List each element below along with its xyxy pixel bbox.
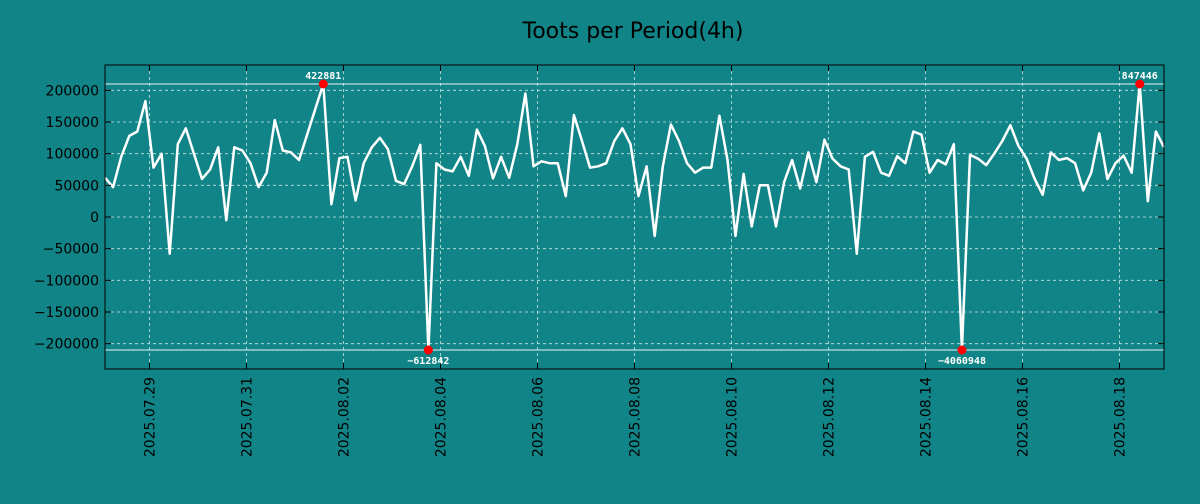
series-layer [104, 82, 1166, 352]
x-tick-label: 2025.08.04 [433, 377, 449, 457]
annotation-marker [957, 345, 967, 355]
annotation-label: −612842 [407, 356, 449, 367]
annotation-labels: 422881 −612842 −4060948 847446 [305, 71, 1158, 367]
chart-title: Toots per Period(4h) [522, 19, 744, 44]
y-tick-label: −100000 [34, 273, 99, 289]
y-tick-label: −200000 [34, 337, 99, 353]
grid [105, 65, 1164, 369]
x-tick-label: 2025.08.02 [336, 377, 352, 457]
x-axis: 2025.07.29 2025.07.31 2025.08.02 2025.08.04… [142, 65, 1129, 457]
x-tick-label: 2025.08.18 [1113, 377, 1129, 457]
x-tick-label: 2025.08.14 [919, 377, 935, 457]
x-tick-label: 2025.08.10 [725, 377, 741, 457]
x-tick-label: 2025.08.08 [628, 377, 644, 457]
annotation-markers [318, 79, 1145, 355]
y-tick-label: −150000 [34, 305, 99, 321]
y-tick-label: 0 [90, 210, 99, 226]
x-tick-label: 2025.08.16 [1016, 377, 1032, 457]
x-tick-label: 2025.07.31 [239, 377, 255, 457]
y-tick-label: 50000 [54, 178, 99, 194]
annotation-marker [1135, 79, 1145, 89]
y-tick-label: 100000 [46, 147, 99, 163]
y-tick-label: 200000 [46, 83, 99, 99]
x-tick-label: 2025.08.12 [822, 377, 838, 457]
x-tick-label: 2025.08.06 [530, 377, 546, 457]
series-line-toots [104, 82, 1166, 352]
x-tick-label: 2025.07.29 [142, 377, 158, 457]
annotation-marker [318, 79, 328, 89]
annotation-label: 422881 [305, 71, 341, 82]
clip-lines [105, 83, 1164, 351]
annotation-marker [423, 345, 433, 355]
y-axis: 200000 150000 100000 50000 0 −50000 −100000 −15… [34, 83, 1164, 353]
annotation-label: 847446 [1122, 71, 1158, 82]
y-tick-label: 150000 [46, 115, 99, 131]
annotation-label: −4060948 [938, 356, 986, 367]
y-tick-label: −50000 [43, 242, 99, 258]
